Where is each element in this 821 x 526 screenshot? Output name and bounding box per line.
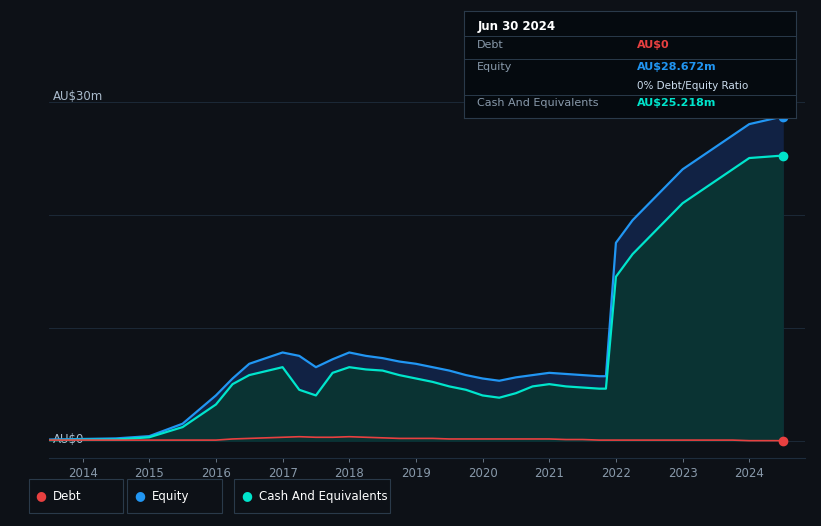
Text: AU$25.218m: AU$25.218m <box>637 98 716 108</box>
Text: AU$0: AU$0 <box>53 433 85 446</box>
Text: AU$28.672m: AU$28.672m <box>637 62 717 72</box>
Text: ●: ● <box>35 490 47 502</box>
Text: Equity: Equity <box>152 490 190 502</box>
Text: Cash And Equivalents: Cash And Equivalents <box>259 490 388 502</box>
Text: AU$0: AU$0 <box>637 39 669 49</box>
Text: Cash And Equivalents: Cash And Equivalents <box>477 98 599 108</box>
Text: ●: ● <box>134 490 145 502</box>
Text: ●: ● <box>241 490 252 502</box>
Text: Debt: Debt <box>53 490 82 502</box>
Text: Jun 30 2024: Jun 30 2024 <box>477 20 555 33</box>
Text: AU$30m: AU$30m <box>53 90 103 103</box>
Text: 0% Debt/Equity Ratio: 0% Debt/Equity Ratio <box>637 80 748 90</box>
Text: Equity: Equity <box>477 62 512 72</box>
Text: Debt: Debt <box>477 39 504 49</box>
